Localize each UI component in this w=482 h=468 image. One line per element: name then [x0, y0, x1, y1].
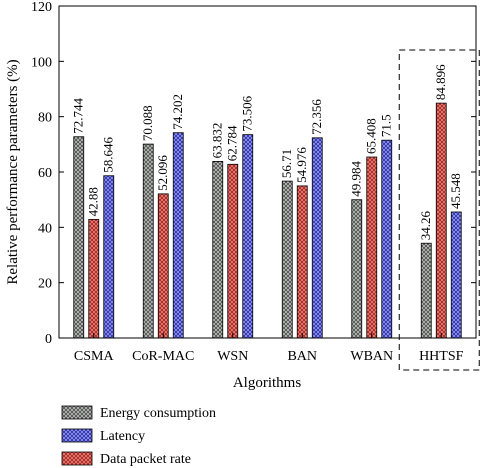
x-tick-label: BAN: [287, 349, 317, 364]
y-tick-label: 20: [38, 277, 52, 292]
bar-wban-data-packet-rate: [366, 156, 378, 339]
value-label: 72.744: [71, 97, 86, 133]
bar-wsn-data-packet-rate: [227, 163, 239, 339]
value-label: 74.202: [170, 94, 185, 130]
bar-csma-energy-consumption: [73, 136, 85, 339]
y-tick-label: 120: [31, 0, 52, 15]
value-label: 58.646: [101, 136, 116, 172]
value-label: 70.088: [140, 105, 155, 141]
bar-hhtsf-data-packet-rate: [435, 102, 447, 339]
value-label: 56.71: [279, 149, 294, 178]
bar-hhtsf-latency: [450, 211, 462, 339]
y-axis: 0 20 40 60 80 100 120: [31, 0, 476, 347]
bar-ban-energy-consumption: [281, 180, 293, 339]
value-label: 49.984: [349, 160, 364, 196]
x-tick-label: WSN: [217, 349, 248, 364]
y-tick-label: 100: [31, 55, 52, 70]
bar-wban-energy-consumption: [351, 199, 363, 339]
hhtsf-highlight-box: [398, 49, 480, 371]
bar-hhtsf-energy-consumption: [420, 242, 432, 339]
y-tick-label: 40: [38, 221, 52, 236]
x-tick-label: CoR-MAC: [132, 349, 194, 364]
value-label: 65.408: [364, 118, 379, 154]
value-label: 71.5: [379, 114, 394, 137]
legend-swatch-latency: [61, 428, 93, 443]
value-label: 52.096: [155, 155, 170, 191]
bar-ban-data-packet-rate: [296, 185, 308, 339]
value-label: 34.26: [418, 210, 433, 240]
bar-csma-latency: [103, 175, 115, 339]
legend-label: Energy consumption: [100, 406, 216, 421]
x-axis: CSMA CoR-MAC WSN BAN WBAN HHTSF: [74, 333, 464, 364]
legend-swatch-energy-consumption: [61, 405, 93, 420]
x-axis-label: Algorithms: [233, 375, 301, 391]
legend-label: Latency: [100, 429, 145, 444]
bar-cor-mac-latency: [172, 132, 184, 339]
value-label: 45.548: [448, 173, 463, 209]
bar-cor-mac-data-packet-rate: [157, 193, 169, 339]
value-label: 72.356: [309, 99, 324, 135]
legend-swatch-data-packet-rate: [61, 451, 93, 466]
value-label: 63.832: [210, 123, 225, 159]
value-label: 73.506: [240, 95, 255, 131]
value-label: 54.976: [294, 147, 309, 183]
legend: Energy consumption Latency Data packet rat…: [61, 405, 216, 467]
x-tick-label: WBAN: [350, 349, 393, 364]
value-label: 84.896: [433, 64, 448, 100]
value-label: 42.88: [86, 187, 101, 216]
x-tick-label: HHTSF: [419, 349, 464, 364]
legend-label: Data packet rate: [100, 452, 191, 467]
y-tick-label: 0: [45, 332, 52, 347]
y-axis-label: Relative performance parameters (%): [5, 59, 21, 284]
bars-group: [73, 102, 462, 339]
bar-wsn-energy-consumption: [212, 160, 224, 339]
value-label: 62.784: [225, 125, 240, 161]
x-tick-label: CSMA: [74, 349, 115, 364]
bar-wban-latency: [381, 139, 393, 339]
bar-csma-data-packet-rate: [88, 218, 100, 339]
y-tick-label: 80: [38, 111, 52, 126]
plot-frame: [58, 5, 477, 339]
y-tick-label: 60: [38, 166, 52, 181]
bar-wsn-latency: [242, 134, 254, 339]
bar-cor-mac-energy-consumption: [142, 143, 154, 339]
bar-ban-latency: [311, 137, 323, 339]
